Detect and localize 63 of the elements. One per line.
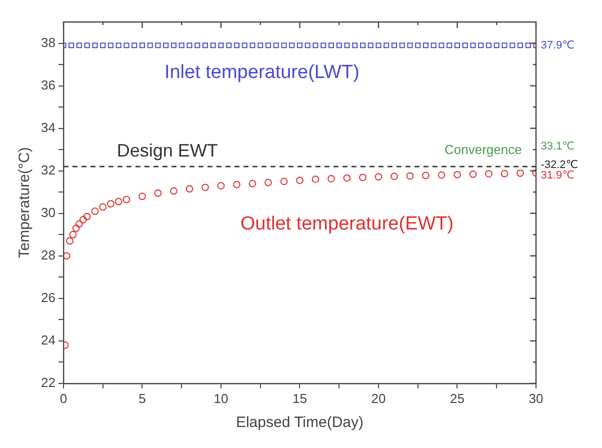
annotation: Convergence (444, 142, 522, 157)
text: -32.2℃ (540, 158, 578, 171)
y-tick-label: 28 (40, 247, 56, 262)
y-tick-label: 34 (40, 120, 56, 135)
point (500, 170, 508, 178)
point (79, 216, 87, 224)
point (516, 169, 524, 177)
point (469, 170, 477, 178)
point (438, 171, 446, 179)
point (186, 185, 194, 193)
y-tick-label: 30 (40, 204, 56, 220)
y-tick-label: 26 (40, 290, 56, 305)
y-tick-label: 22 (40, 374, 56, 390)
point (107, 200, 114, 208)
point (91, 208, 99, 215)
y-axis-title: Temperature(°C) (16, 147, 34, 258)
x-tick-label: 5 (138, 390, 146, 406)
point (66, 237, 74, 245)
point (312, 176, 320, 184)
point (280, 178, 288, 186)
x-tick-label: 15 (292, 390, 307, 406)
point (296, 176, 304, 184)
y-tick-label: 38 (40, 34, 56, 50)
series-label: Outlet temperature(EWT) (240, 214, 454, 235)
point (217, 182, 225, 190)
point (390, 172, 398, 180)
point (76, 220, 83, 228)
point (328, 174, 335, 182)
text: 31.9℃ (540, 170, 574, 182)
x-tick-label: 25 (450, 390, 464, 406)
y-tick-label: 32 (40, 162, 56, 178)
point (122, 196, 130, 204)
point (233, 180, 240, 188)
point (248, 180, 256, 188)
point (83, 212, 91, 220)
point (343, 174, 351, 182)
point (485, 170, 492, 178)
point (170, 187, 178, 195)
point (202, 184, 209, 192)
point (374, 173, 382, 180)
point (154, 189, 162, 197)
point (264, 178, 272, 186)
point (454, 170, 461, 178)
point (406, 172, 414, 180)
y-tick-label: 36 (40, 77, 56, 92)
x-tick-label: 0 (60, 390, 68, 406)
point (114, 198, 122, 206)
point (359, 174, 366, 182)
x-axis-title: Elapsed Time(Day) (236, 414, 364, 432)
x-tick-label: 30 (528, 390, 544, 406)
series-label: Inlet temperature(LWT) (164, 62, 360, 83)
point (72, 224, 80, 232)
point (99, 203, 107, 211)
y-tick-label: 24 (40, 332, 56, 348)
text: 37.9℃ (540, 40, 574, 52)
x-tick-label: 10 (214, 390, 228, 406)
text: 33.1℃ (540, 140, 574, 153)
x-tick-label: 20 (371, 390, 386, 406)
ref-line-label: Design EWT (116, 140, 218, 161)
point (69, 230, 77, 238)
point (63, 252, 70, 260)
point (422, 172, 430, 180)
point (138, 192, 146, 200)
